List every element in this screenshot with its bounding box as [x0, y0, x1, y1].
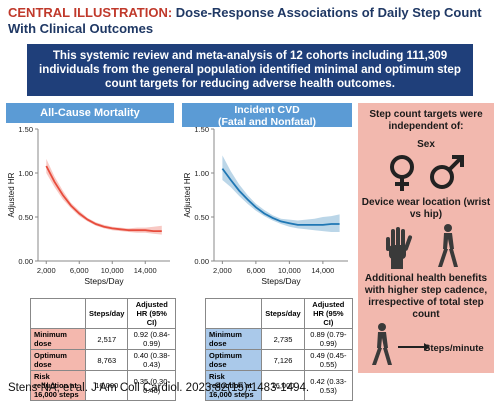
- x-axis-label: Steps/Day: [261, 276, 301, 286]
- sex-symbols: [390, 155, 464, 191]
- table-header-steps: Steps/day: [261, 298, 305, 329]
- x-tick-label: 2,000: [213, 266, 232, 275]
- x-tick-label: 6,000: [246, 266, 265, 275]
- row-hr: 0.89 (0.79-0.99): [303, 328, 354, 350]
- walking-person-icon: [438, 224, 458, 267]
- table-row: Risk reduction at 16,000 steps 16,000 0.…: [29, 370, 176, 401]
- cadence-label: Steps/minute: [424, 343, 484, 354]
- walking-person-icon: [372, 323, 392, 365]
- row-label: Optimum dose: [204, 349, 263, 371]
- row-steps: 8,763: [85, 349, 129, 371]
- female-symbol-icon: [390, 155, 414, 191]
- x-tick-label: 10,000: [278, 266, 301, 275]
- table-row: Minimum dose 2,735 0.89 (0.79-0.99): [204, 328, 354, 350]
- y-tick-label: 0.00: [18, 257, 33, 266]
- row-label: Risk reduction at 16,000 steps: [29, 370, 87, 401]
- row-steps: 16,000: [85, 370, 129, 401]
- y-tick-label: 1.50: [18, 125, 33, 134]
- device-label: Device wear location (wrist vs hip): [361, 197, 491, 220]
- series-line: [221, 168, 340, 226]
- table-row: Optimum dose 7,126 0.49 (0.45-0.55): [204, 349, 354, 371]
- cvd-chart: 0.00 0.50 1.00 1.50 2,000 6,000 10,000 14,000 St…: [183, 125, 348, 286]
- row-hr: 0.49 (0.45-0.55): [303, 349, 354, 371]
- row-hr: 0.92 (0.84-0.99): [127, 328, 176, 350]
- row-label: Risk reduction at 16,000 steps: [204, 370, 263, 401]
- row-hr: 0.42 (0.33-0.53): [303, 370, 354, 401]
- x-axis-label: Steps/Day: [84, 276, 124, 286]
- table-header-blank: [29, 298, 87, 329]
- sex-label: Sex: [417, 139, 435, 150]
- table-header-hr: Adjusted HR (95% CI): [127, 298, 176, 329]
- x-tick-label: 10,000: [101, 266, 124, 275]
- side-heading: Step count targets were independent of:: [369, 109, 483, 132]
- table-row: Minimum dose 2,517 0.92 (0.84-0.99): [29, 328, 176, 350]
- table-header-hr: Adjusted HR (95% CI): [303, 298, 354, 329]
- row-label: Minimum dose: [29, 328, 87, 350]
- cvd-panel-title: Incident CVD (Fatal and Nonfatal): [182, 103, 352, 128]
- table-row: Risk reduction at 16,000 steps 16,000 0.…: [204, 370, 354, 401]
- cadence-arrowhead: [424, 343, 430, 351]
- row-hr: 0.35 (0.30-0.40): [127, 370, 176, 401]
- x-tick-label: 6,000: [70, 266, 89, 275]
- citation: Stens NA, et al. J Am Coll Cardiol. 2023…: [8, 382, 310, 394]
- x-tick-label: 2,000: [37, 266, 56, 275]
- x-tick-label: 14,000: [134, 266, 157, 275]
- x-tick-label: 14,000: [311, 266, 334, 275]
- row-steps: 2,517: [85, 328, 129, 350]
- title-text: Dose-Response Associations of Daily Step…: [8, 5, 482, 36]
- table-row: Optimum dose 8,763 0.40 (0.38-0.43): [29, 349, 176, 371]
- device-icons: [386, 224, 458, 269]
- y-tick-label: 1.00: [18, 169, 33, 178]
- row-steps: 2,735: [261, 328, 305, 350]
- series-line: [45, 165, 162, 232]
- benefits-text: Additional health benefits with higher s…: [364, 273, 488, 320]
- row-steps: 7,126: [261, 349, 305, 371]
- mortality-title-text: All-Cause Mortality: [40, 107, 140, 119]
- table-header-blank: [204, 298, 263, 329]
- row-label: Minimum dose: [204, 328, 263, 350]
- y-tick-label: 1.50: [194, 125, 209, 134]
- y-tick-label: 0.50: [18, 213, 33, 222]
- row-label: Optimum dose: [29, 349, 87, 371]
- y-axis-label: Adjusted HR: [7, 172, 16, 217]
- hand-icon: [386, 227, 413, 269]
- row-hr: 0.40 (0.38-0.43): [127, 349, 176, 371]
- title-prefix: CENTRAL ILLUSTRATION:: [8, 5, 173, 20]
- male-symbol-icon: [430, 155, 464, 189]
- independence-panel: Step count targets were independent of: …: [358, 103, 494, 373]
- cvd-title-line1: Incident CVD: [234, 104, 300, 116]
- mortality-chart: 0.00 0.50 1.00 1.50 2,000 6,000 10,000 14,000 St…: [7, 125, 170, 286]
- mortality-panel-title: All-Cause Mortality: [6, 103, 174, 123]
- table-header-steps: Steps/day: [85, 298, 129, 329]
- y-tick-label: 1.00: [194, 169, 209, 178]
- illustration-title: CENTRAL ILLUSTRATION: Dose-Response Asso…: [8, 5, 494, 37]
- cvd-title-line2: (Fatal and Nonfatal): [217, 116, 316, 128]
- cvd-table: Steps/day Adjusted HR (95% CI) Minimum d…: [204, 298, 354, 401]
- summary-banner: This systemic review and meta-analysis o…: [27, 44, 473, 96]
- y-tick-label: 0.00: [194, 257, 209, 266]
- y-axis-label: Adjusted HR: [183, 172, 192, 217]
- y-tick-label: 0.50: [194, 213, 209, 222]
- mortality-table: Steps/day Adjusted HR (95% CI) Minimum d…: [29, 298, 176, 401]
- cadence-graphic: [372, 323, 430, 365]
- row-steps: 16,000: [261, 370, 305, 401]
